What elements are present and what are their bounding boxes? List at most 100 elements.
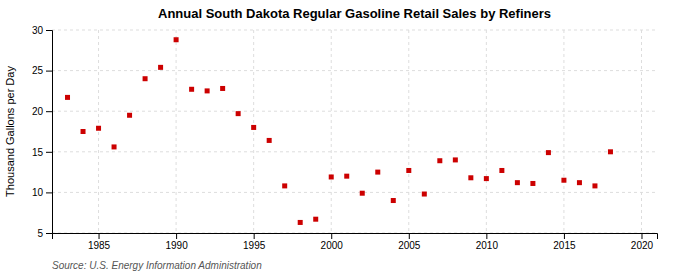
x-tick-label: 1985 xyxy=(88,240,111,251)
y-tick: 15 xyxy=(32,147,52,158)
x-tick-mark xyxy=(331,233,332,239)
x-grid-line xyxy=(563,30,564,233)
plot: 1985 1990 1995 2000 2005 2010 2015 2020 5 10 15 20 2… xyxy=(32,25,658,251)
y-tick-label: 20 xyxy=(32,106,44,117)
point xyxy=(220,86,225,91)
point xyxy=(313,217,318,222)
point xyxy=(189,87,194,92)
x-tick-mark xyxy=(99,233,100,239)
y-tick-mark xyxy=(46,233,52,234)
x-grid-line xyxy=(331,30,332,233)
y-tick-mark xyxy=(46,152,52,153)
x-grid-line xyxy=(98,30,99,233)
y-tick-label: 10 xyxy=(32,187,44,198)
point xyxy=(391,198,396,203)
x-tick-label: 1995 xyxy=(243,240,266,251)
point xyxy=(96,126,101,131)
y-grid-line xyxy=(52,111,657,112)
y-tick-label: 5 xyxy=(37,228,43,239)
x-tick-mark xyxy=(486,233,487,239)
point xyxy=(65,95,70,100)
point xyxy=(375,170,380,175)
x-tick-mark xyxy=(641,233,642,239)
x-tick: 1985 xyxy=(88,233,111,251)
x-grid-line xyxy=(176,30,177,233)
point xyxy=(406,168,411,173)
point xyxy=(468,175,473,180)
x-tick-mark xyxy=(409,233,410,239)
y-tick-mark xyxy=(46,111,52,112)
point xyxy=(561,178,566,183)
point xyxy=(422,192,427,197)
x-tick-label: 2000 xyxy=(321,240,344,251)
x-tick: 2020 xyxy=(631,233,654,251)
y-grid-line xyxy=(52,151,657,152)
y-grid-line xyxy=(52,30,657,31)
x-tick-label: 2005 xyxy=(398,240,421,251)
x-tick: 2000 xyxy=(321,233,344,251)
x-tick: 1995 xyxy=(243,233,266,251)
point xyxy=(236,111,241,116)
x-tick-mark xyxy=(254,233,255,239)
y-axis-title: Thousand Gallons per Day xyxy=(4,66,16,197)
x-axis-line xyxy=(53,234,658,240)
x-tick-mark xyxy=(176,233,177,239)
y-tick: 20 xyxy=(32,106,52,117)
title: Annual South Dakota Regular Gasoline Ret… xyxy=(158,6,551,21)
y-tick: 25 xyxy=(32,65,52,76)
point xyxy=(205,88,210,93)
y-tick-mark xyxy=(46,192,52,193)
point xyxy=(515,180,520,185)
x-tick: 2010 xyxy=(476,233,499,251)
point xyxy=(360,191,365,196)
point xyxy=(453,157,458,162)
x-tick-label: 2015 xyxy=(553,240,576,251)
points xyxy=(65,37,613,225)
y-axis-line xyxy=(46,31,53,234)
point xyxy=(251,125,256,130)
annotation: Source: U.S. Energy Information Administ… xyxy=(52,260,262,271)
x-tick: 2015 xyxy=(553,233,576,251)
x-axis: 1985 1990 1995 2000 2005 2010 2015 2020 xyxy=(53,233,658,251)
point xyxy=(112,144,117,149)
point xyxy=(546,150,551,155)
point xyxy=(499,168,504,173)
x-tick: 1990 xyxy=(165,233,188,251)
y-axis: 5 10 15 20 25 30 xyxy=(32,25,53,239)
point xyxy=(127,113,132,118)
point xyxy=(267,138,272,143)
x-tick-mark xyxy=(564,233,565,239)
point xyxy=(344,174,349,179)
point xyxy=(329,174,334,179)
point xyxy=(577,180,582,185)
point xyxy=(81,129,86,134)
y-tick-label: 30 xyxy=(32,25,44,36)
x-grid-line xyxy=(408,30,409,233)
y-tick-label: 25 xyxy=(32,65,44,76)
y-grid-line xyxy=(52,192,657,193)
point xyxy=(298,220,303,225)
y-tick: 10 xyxy=(32,187,52,198)
x-tick-label: 2010 xyxy=(476,240,499,251)
y-tick: 30 xyxy=(32,25,52,36)
y-tick-label: 15 xyxy=(32,147,44,158)
x-tick: 2005 xyxy=(398,233,421,251)
y-grid-line xyxy=(52,70,657,71)
point xyxy=(484,176,489,181)
grid xyxy=(52,30,657,233)
point xyxy=(608,149,613,154)
point xyxy=(437,158,442,163)
y-tick: 5 xyxy=(37,228,52,239)
point xyxy=(174,37,179,42)
x-grid-line xyxy=(253,30,254,233)
x-tick-label: 2020 xyxy=(631,240,654,251)
y-tick-mark xyxy=(46,71,52,72)
point xyxy=(158,65,163,70)
chart: 1985 1990 1995 2000 2005 2010 2015 2020 5 10 15 20 2… xyxy=(0,0,675,275)
x-tick-label: 1990 xyxy=(165,240,188,251)
x-grid-line xyxy=(486,30,487,233)
y-tick-mark xyxy=(46,30,52,31)
point xyxy=(282,183,287,188)
point xyxy=(530,181,535,186)
x-grid-line xyxy=(641,30,642,233)
